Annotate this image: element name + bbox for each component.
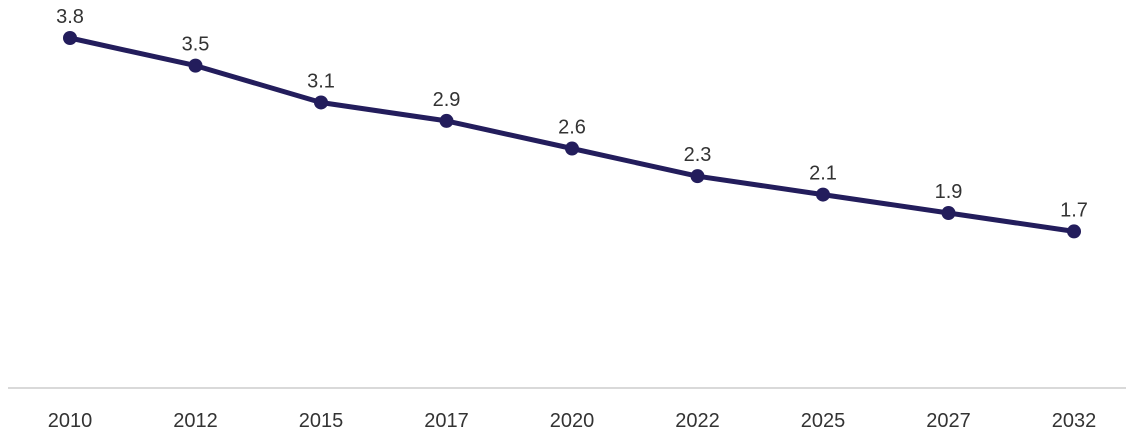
x-tick-label-2020: 2020 [550,410,595,432]
data-point-2015 [314,95,328,110]
data-label-2012: 3.5 [182,34,210,56]
data-label-2017: 2.9 [433,89,461,111]
data-point-2022 [690,169,705,184]
x-tick-label-2012: 2012 [173,410,218,432]
x-tick-label-2032: 2032 [1052,410,1097,432]
data-point-2017 [439,113,454,128]
x-tick-label-2015: 2015 [299,410,344,432]
data-label-2027: 1.9 [935,181,963,203]
x-tick-label-2022: 2022 [675,410,720,432]
data-label-2025: 2.1 [809,163,837,185]
data-point-2027 [941,206,956,220]
data-point-2032 [1067,224,1081,239]
data-point-2025 [816,187,830,202]
data-labels: 3.8 3.5 3.1 2.9 2.6 2.3 2.1 1.9 1.7 [56,6,1088,221]
data-label-2032: 1.7 [1060,199,1088,221]
x-tick-label-2027: 2027 [926,410,971,432]
data-points [63,31,1081,239]
x-axis-tick-labels: 2010 2012 2015 2017 2020 2022 2025 2027 2032 [48,410,1097,432]
data-label-2015: 3.1 [307,70,335,92]
data-point-2012 [188,58,203,73]
x-tick-label-2025: 2025 [801,410,846,432]
data-label-2020: 2.6 [558,117,586,139]
data-label-2010: 3.8 [56,6,84,28]
x-tick-label-2017: 2017 [424,410,469,432]
data-point-2010 [63,31,77,45]
data-label-2022: 2.3 [684,144,712,166]
x-tick-label-2010: 2010 [48,410,93,432]
data-point-2020 [565,141,579,156]
